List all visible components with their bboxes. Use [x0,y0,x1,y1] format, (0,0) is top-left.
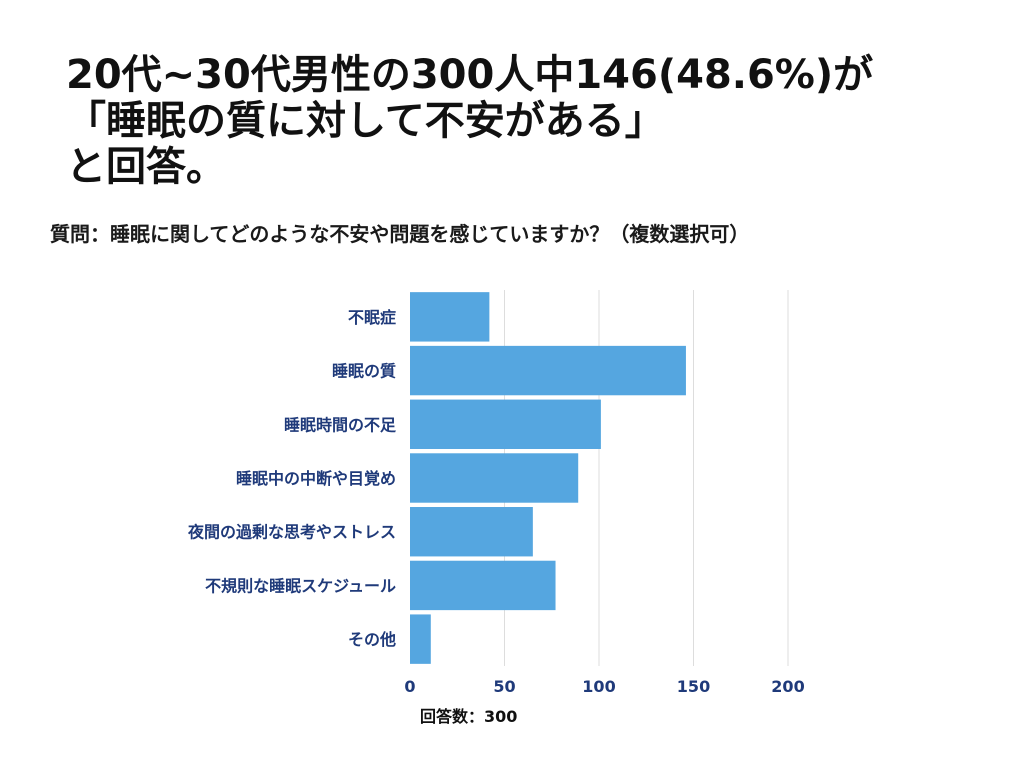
x-tick-labels: 0 50 100 150 200 [404,677,804,696]
x-tick-label: 200 [771,677,804,696]
category-label: 不眠症 [348,308,396,327]
bar-6 [410,614,431,664]
headline-line-1: 20代~30代男性の300人中146(48.6%)が [66,52,874,98]
bar-0 [410,292,490,342]
bars [410,292,686,664]
bar-1 [410,345,686,396]
question-text: 質問：睡眠に関してどのような不安や問題を感じていますか？（複数選択可） [50,222,750,246]
x-axis-title: 回答数：300 [420,707,517,726]
bar-3 [410,453,579,503]
headline-line-2: 「睡眠の質に対して不安がある」 [66,98,665,144]
category-label: 夜間の過剰な思考やストレス [187,523,396,542]
category-label: 睡眠の質 [332,362,396,381]
bar-2 [410,399,601,449]
x-tick-label: 50 [493,677,515,696]
category-label: その他 [348,630,396,649]
category-label: 不規則な睡眠スケジュール [205,576,396,595]
headline: 20代~30代男性の300人中146(48.6%)が 「睡眠の質に対して不安があ… [66,52,1006,190]
category-label: 睡眠時間の不足 [284,415,397,434]
x-tick-label: 0 [404,677,415,696]
x-tick-label: 100 [582,677,615,696]
bar-4 [410,507,533,557]
category-label: 睡眠中の中断や目覚め [236,469,396,488]
headline-line-3: と回答。 [66,144,226,190]
x-tick-label: 150 [677,677,710,696]
bar-5 [410,560,556,611]
category-labels: 不眠症睡眠の質睡眠時間の不足睡眠中の中断や目覚め夜間の過剰な思考やストレス不規則… [187,308,397,649]
